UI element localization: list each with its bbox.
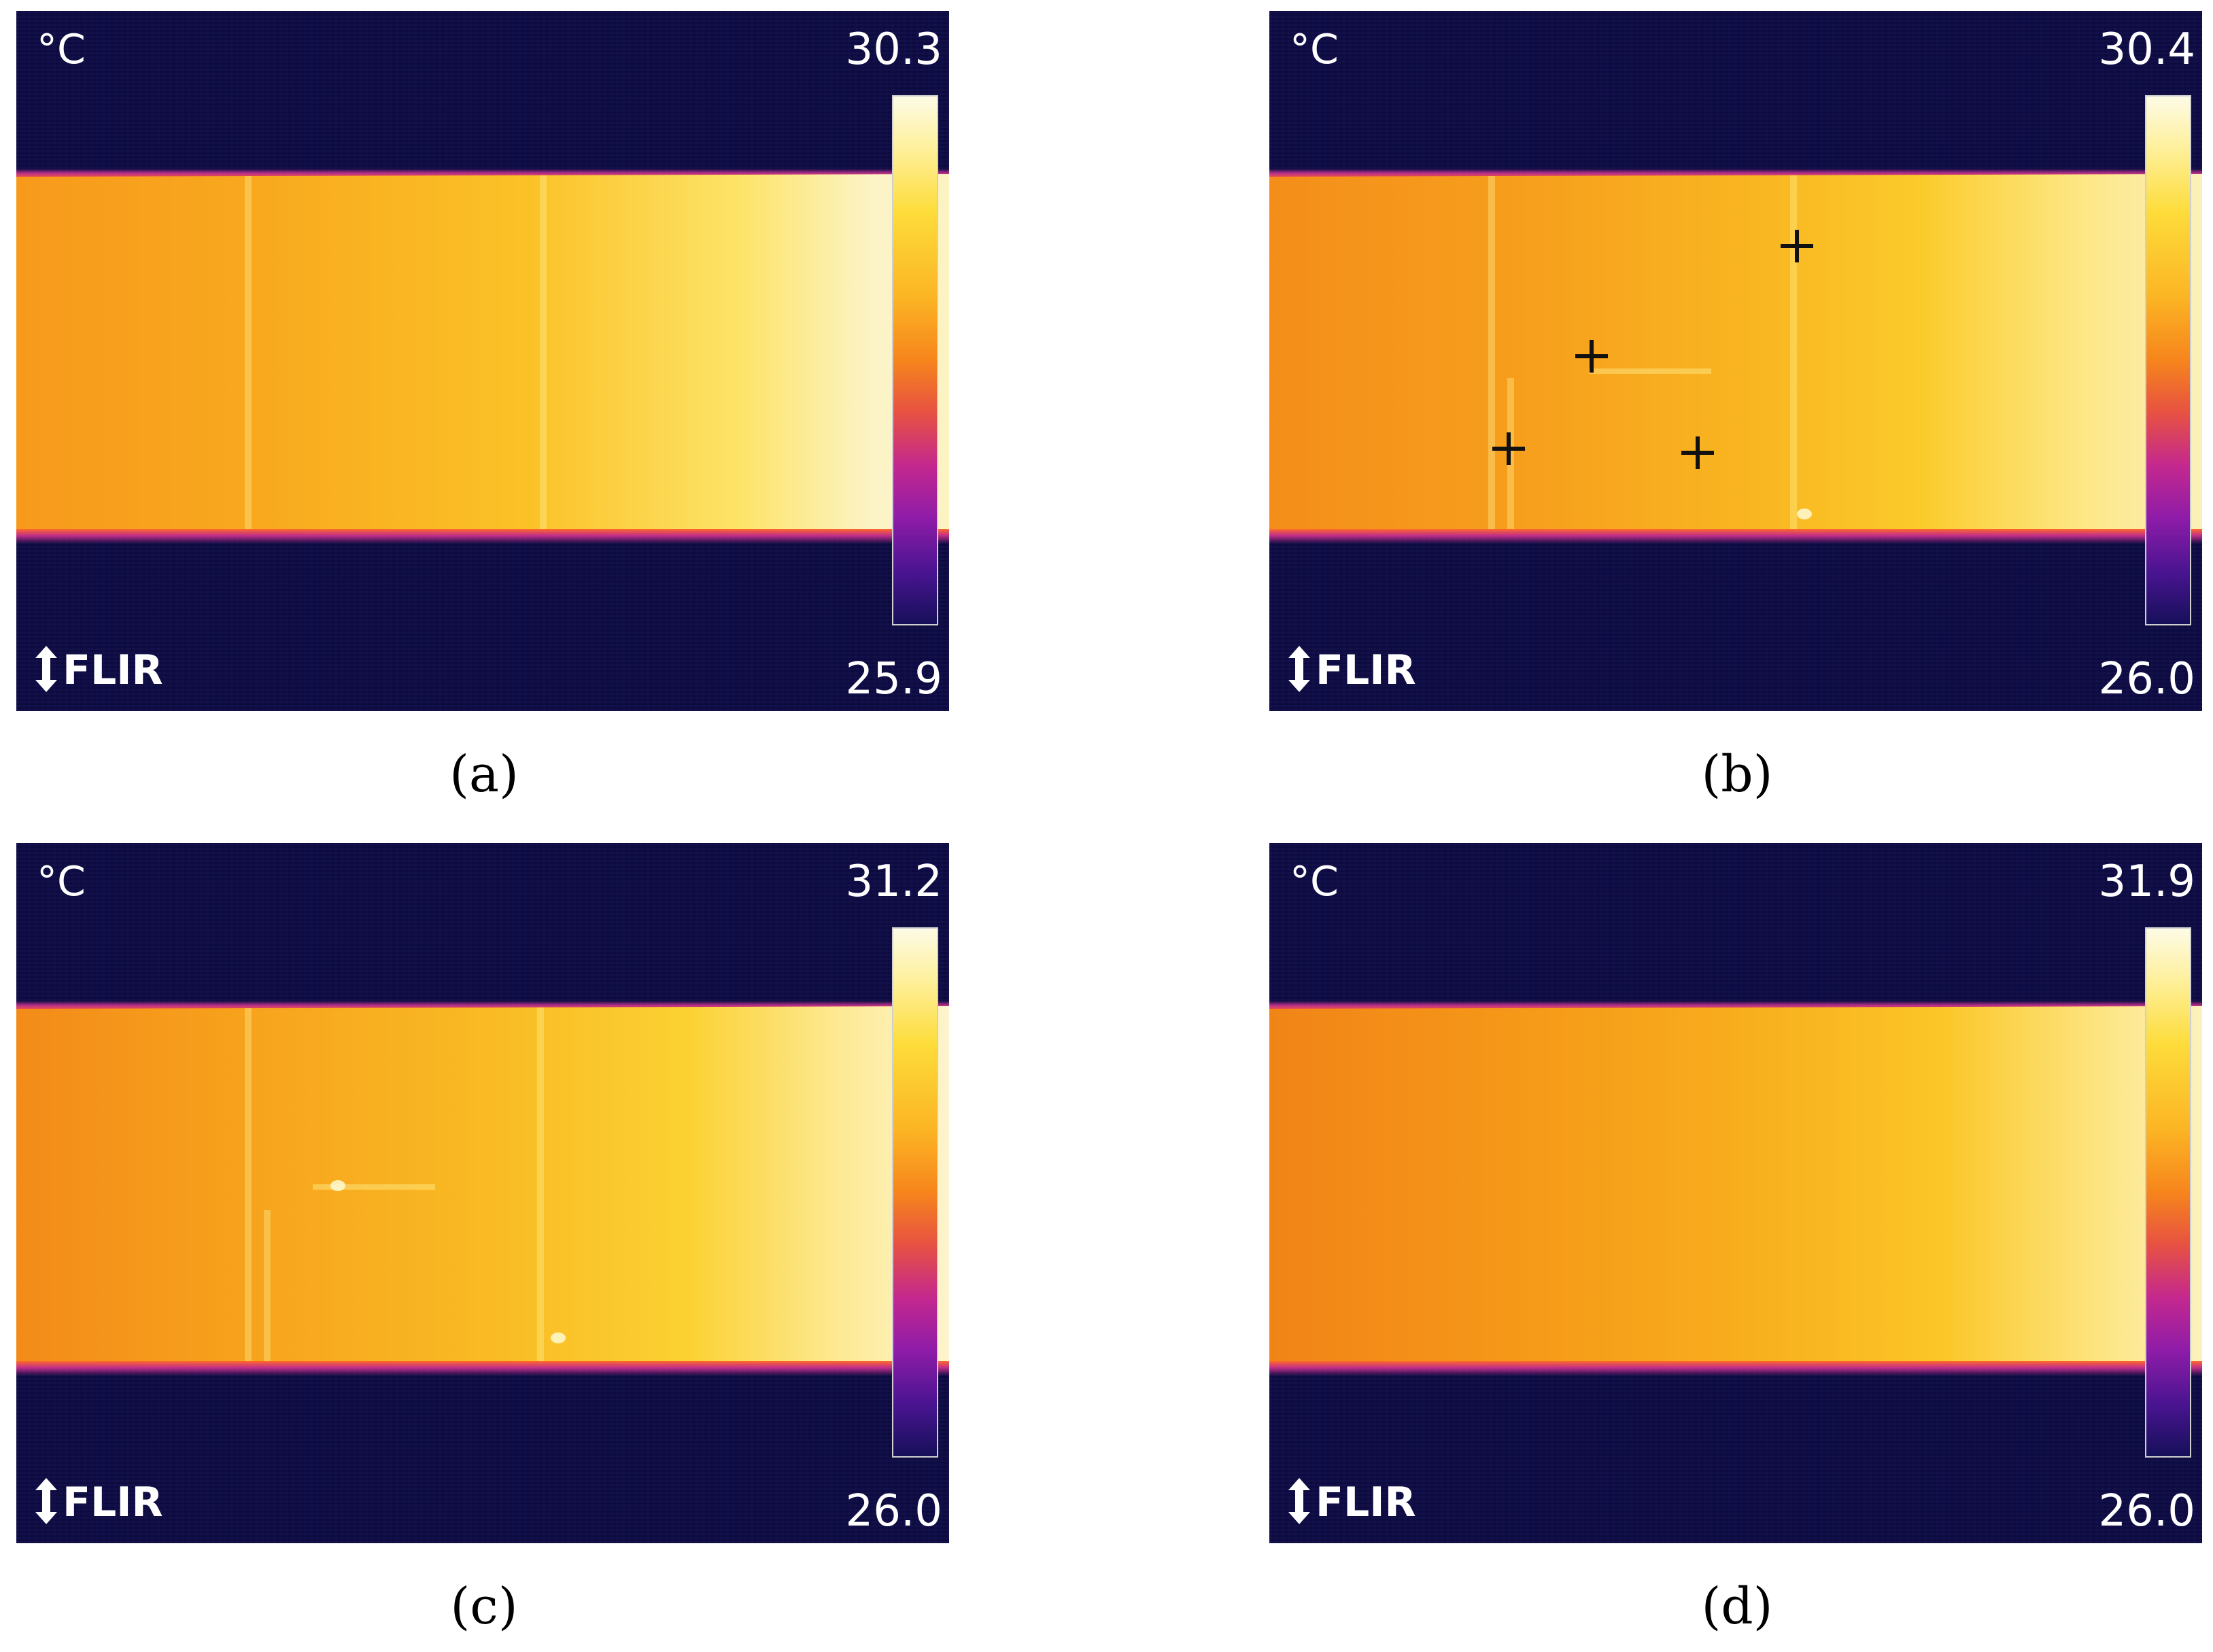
vertical-streak (537, 1006, 544, 1366)
heated-band (16, 1006, 949, 1366)
min-temperature: 25.9 (845, 654, 943, 704)
unit-label: °C (1290, 26, 1339, 73)
max-temperature: 31.9 (2098, 857, 2196, 907)
unit-label: °C (37, 858, 86, 906)
color-scale-bar (892, 927, 938, 1458)
flir-logo: FLIR (35, 646, 163, 694)
flir-logo-text: FLIR (63, 1479, 163, 1526)
unit-label: °C (37, 26, 86, 73)
flir-logo-text: FLIR (1316, 1479, 1416, 1526)
vertical-streak (245, 174, 252, 534)
flir-logo: FLIR (1288, 646, 1416, 694)
max-temperature: 30.4 (2098, 24, 2196, 75)
band-edge-bottom (16, 1361, 949, 1376)
max-temperature: 30.3 (845, 24, 943, 75)
heated-band (1269, 1006, 2202, 1366)
hot-spot (330, 1180, 345, 1191)
color-scale-bar (2145, 927, 2191, 1458)
flir-logo-text: FLIR (1316, 647, 1416, 694)
flir-logo-text: FLIR (63, 647, 163, 694)
unit-label: °C (1290, 858, 1339, 906)
flir-logo: FLIR (35, 1478, 163, 1526)
caption-d: (d) (1701, 1577, 1773, 1636)
min-temperature: 26.0 (2098, 1486, 2196, 1536)
band-edge-bottom (1269, 529, 2202, 544)
hot-spot (1797, 509, 1812, 519)
vertical-streak (1790, 174, 1797, 534)
thermal-image-c: °C 31.2 26.0 FLIR (16, 843, 949, 1543)
heated-band (16, 174, 949, 534)
vertical-streak (264, 1210, 271, 1366)
marker-plus-2 (1575, 340, 1608, 373)
thermal-image-b: °C 30.4 26.0 FLIR (1269, 11, 2202, 711)
horizontal-streak (1589, 368, 1711, 374)
horizontal-streak (313, 1184, 435, 1190)
vertical-streak (540, 174, 547, 534)
marker-plus-3 (1492, 432, 1525, 465)
color-scale-bar (892, 95, 938, 625)
flir-logo: FLIR (1288, 1478, 1416, 1526)
vertical-streak (245, 1006, 252, 1366)
marker-plus-4 (1681, 436, 1714, 469)
min-temperature: 26.0 (2098, 654, 2196, 704)
caption-c: (c) (450, 1577, 518, 1636)
thermal-image-d: °C 31.9 26.0 FLIR (1269, 843, 2202, 1543)
max-temperature: 31.2 (845, 857, 943, 907)
marker-plus-1 (1781, 230, 1813, 262)
band-edge-bottom (16, 529, 949, 544)
heated-band (1269, 174, 2202, 534)
band-edge-bottom (1269, 1361, 2202, 1376)
vertical-streak (1488, 174, 1495, 534)
min-temperature: 26.0 (845, 1486, 943, 1536)
caption-b: (b) (1701, 745, 1773, 804)
color-scale-bar (2145, 95, 2191, 625)
caption-a: (a) (449, 745, 519, 804)
hot-spot (551, 1332, 566, 1343)
thermal-image-a: °C 30.3 25.9 FLIR (16, 11, 949, 711)
